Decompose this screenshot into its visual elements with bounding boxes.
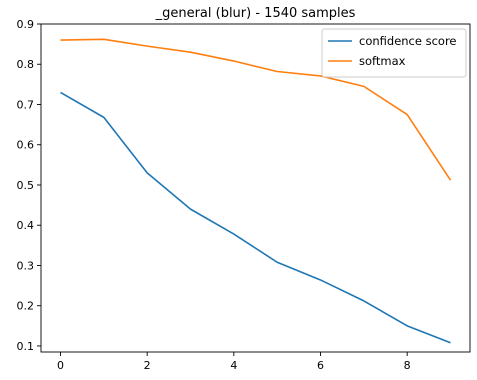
x-tick-label: 8 [404, 359, 411, 372]
chart-title: _general (blur) - 1540 samples [155, 6, 356, 21]
series-line [60, 38, 452, 181]
y-tick-label: 0.8 [17, 58, 35, 71]
legend-label: confidence score [359, 34, 457, 48]
y-tick-label: 0.2 [17, 300, 35, 313]
legend-label: softmax [359, 54, 406, 68]
y-tick-label: 0.9 [17, 18, 35, 31]
axes-frame [40, 23, 471, 353]
series-layer [60, 38, 452, 344]
plot-axes: 0.1 0.2 0.3 0.4 0.5 0.6 0.7 0.8 0.9 0 2 4 6 8 [17, 18, 471, 372]
legend: confidence score softmax [321, 28, 467, 78]
legend-box [321, 28, 467, 78]
y-tick-label: 0.4 [17, 219, 35, 232]
series-line [60, 91, 451, 344]
x-tick-label: 0 [57, 359, 64, 372]
x-tick-label: 2 [144, 359, 151, 372]
y-tick-label: 0.6 [17, 139, 35, 152]
y-tick-label: 0.7 [17, 98, 35, 111]
x-tick-label: 6 [317, 359, 324, 372]
x-tick-label: 4 [230, 359, 237, 372]
y-tick-label: 0.3 [17, 259, 35, 272]
y-tick-label: 0.1 [17, 340, 35, 353]
y-tick-label: 0.5 [17, 179, 35, 192]
